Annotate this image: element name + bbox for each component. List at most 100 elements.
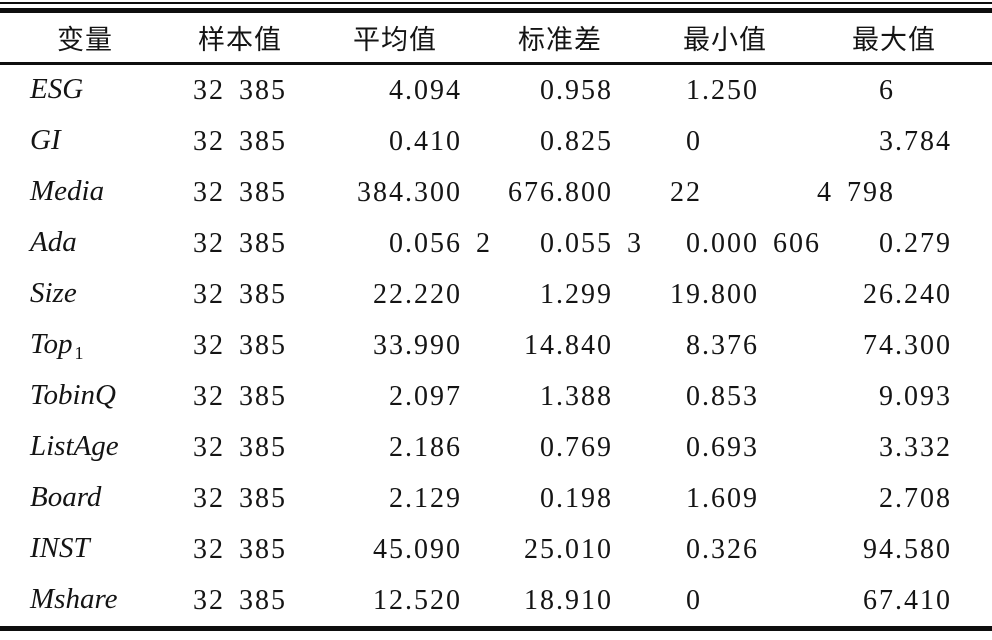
mean-fraction-part: .990 xyxy=(405,329,462,361)
variable-subscript xyxy=(104,190,106,210)
column-header-sd: 标准差 xyxy=(518,25,602,55)
sd-fraction-part: .840 xyxy=(556,329,613,361)
sample-size-cell: 32 385 xyxy=(193,380,287,412)
mean-cell: 2.186 xyxy=(310,432,480,464)
max-fraction-part: .708 xyxy=(895,482,952,514)
mean-integer-part: 45 xyxy=(373,533,405,565)
variable-name-cell: Media xyxy=(0,175,170,211)
sd-integer-part: 0 xyxy=(540,431,556,463)
variable-name: TobinQ xyxy=(30,378,116,411)
table-row: Media 32 385 384.300 676.800 22 4 798 xyxy=(0,167,992,218)
max-integer-part: 2 xyxy=(879,482,895,514)
max-fraction-part: .240 xyxy=(895,278,952,310)
min-fraction-part: .326 xyxy=(702,533,759,565)
sd-fraction-part: .299 xyxy=(556,278,613,310)
variable-name-cell: Board xyxy=(0,481,170,517)
mean-fraction-part: .186 xyxy=(405,431,462,463)
sample-size-cell: 32 385 xyxy=(193,227,287,259)
sample-size-cell: 32 385 xyxy=(193,482,287,514)
min-cell: 0.853 xyxy=(640,381,810,413)
table-row: Top 1 32 385 33.990 14.840 8.376 74.300 xyxy=(0,320,992,371)
min-fraction-part: .800 xyxy=(702,278,759,310)
mean-fraction-part: .097 xyxy=(405,380,462,412)
variable-subscript xyxy=(77,241,79,261)
max-integer-part: 26 xyxy=(863,278,895,310)
mean-integer-part: 0 xyxy=(389,125,405,157)
mean-cell: 384.300 xyxy=(310,177,480,209)
variable-name: Size xyxy=(30,276,77,309)
variable-name: Media xyxy=(30,174,105,207)
sd-cell: 14.840 xyxy=(480,330,640,362)
sample-size-cell: 32 385 xyxy=(193,176,287,208)
variable-subscript xyxy=(61,139,63,159)
sample-size-cell: 32 385 xyxy=(193,584,287,616)
variable-name: Board xyxy=(30,480,102,513)
sd-cell: 0.958 xyxy=(480,75,640,107)
variable-name-cell: ListAge xyxy=(0,430,170,466)
variable-name: Top xyxy=(30,327,73,360)
sample-size-cell: 32 385 xyxy=(193,329,287,361)
max-cell: 26.240 xyxy=(810,279,992,311)
mean-fraction-part: .220 xyxy=(405,278,462,310)
column-header-sample: 样本值 xyxy=(198,25,282,55)
max-cell: 4 798 xyxy=(810,177,992,209)
table-row: Size 32 385 22.220 1.299 19.800 26.240 xyxy=(0,269,992,320)
min-fraction-part xyxy=(702,585,810,617)
sd-cell: 0.055 3 xyxy=(480,228,641,260)
sd-cell: 18.910 xyxy=(480,585,640,617)
table-row: GI 32 385 0.410 0.825 0 3.784 xyxy=(0,116,992,167)
max-cell: 2.708 xyxy=(810,483,992,515)
min-cell: 0 xyxy=(640,585,810,617)
mean-integer-part: 384 xyxy=(357,176,405,208)
sd-integer-part: 0 xyxy=(540,74,556,106)
min-integer-part: 0 xyxy=(686,431,702,463)
mean-cell: 22.220 xyxy=(310,279,480,311)
sd-fraction-part: .010 xyxy=(556,533,613,565)
min-integer-part: 0 xyxy=(686,533,702,565)
max-integer-part: 3 xyxy=(879,125,895,157)
mean-fraction-part: .410 xyxy=(405,125,462,157)
table-header-row: 变量 样本值 平均值 标准差 最小值 最大值 xyxy=(0,13,992,65)
sd-integer-part: 1 xyxy=(540,278,556,310)
mean-fraction-part: .056 2 xyxy=(405,227,492,259)
column-header-max: 最大值 xyxy=(852,25,936,55)
bottom-rule xyxy=(0,626,992,631)
min-cell: 1.250 xyxy=(640,75,810,107)
table-row: Board 32 385 2.129 0.198 1.609 2.708 xyxy=(0,473,992,524)
min-integer-part: 0 xyxy=(686,125,702,157)
min-integer-part: 1 xyxy=(686,74,702,106)
sd-integer-part: 25 xyxy=(524,533,556,565)
sd-fraction-part: .825 xyxy=(556,125,613,157)
variable-name: Mshare xyxy=(30,582,118,615)
max-integer-part: 9 xyxy=(879,380,895,412)
column-header-variable: 变量 xyxy=(57,25,113,55)
sd-cell: 0.198 xyxy=(480,483,640,515)
sd-cell: 0.825 xyxy=(480,126,640,158)
mean-cell: 0.410 xyxy=(310,126,480,158)
max-integer-part: 3 xyxy=(879,431,895,463)
min-fraction-part: .609 xyxy=(702,482,759,514)
sd-cell: 676.800 xyxy=(480,177,640,209)
min-integer-part: 0 xyxy=(686,380,702,412)
max-fraction-part: .093 xyxy=(895,380,952,412)
variable-subscript xyxy=(77,292,79,312)
mean-cell: 12.520 xyxy=(310,585,480,617)
sd-integer-part: 676 xyxy=(508,176,556,208)
variable-subscript xyxy=(118,598,120,618)
max-cell: 67.410 xyxy=(810,585,992,617)
column-header-min: 最小值 xyxy=(683,25,767,55)
mean-cell: 2.097 xyxy=(310,381,480,413)
min-fraction-part xyxy=(702,126,810,158)
variable-name-cell: INST xyxy=(0,532,170,568)
max-cell: 3.332 xyxy=(810,432,992,464)
table-row: INST 32 385 45.090 25.010 0.326 94.580 xyxy=(0,524,992,575)
max-cell: 94.580 xyxy=(810,534,992,566)
max-fraction-part: .332 xyxy=(895,431,952,463)
mean-cell: 45.090 xyxy=(310,534,480,566)
mean-cell: 2.129 xyxy=(310,483,480,515)
min-cell: 0.000 606 xyxy=(640,228,819,260)
sd-fraction-part: .800 xyxy=(556,176,613,208)
min-fraction-part: .853 xyxy=(702,380,759,412)
min-fraction-part: .693 xyxy=(702,431,759,463)
variable-subscript xyxy=(83,88,85,108)
